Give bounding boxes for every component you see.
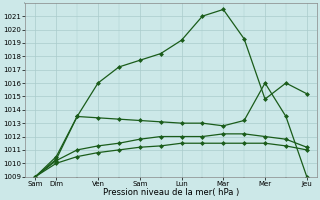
X-axis label: Pression niveau de la mer( hPa ): Pression niveau de la mer( hPa ) [103, 188, 239, 197]
